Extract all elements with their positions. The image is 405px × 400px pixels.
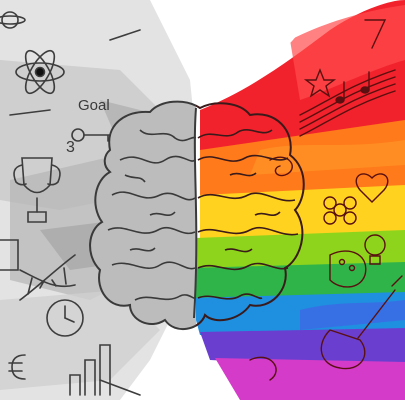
- heart-icon: [355, 173, 389, 203]
- palette-icon: [329, 250, 367, 288]
- star-icon: [303, 68, 337, 98]
- goal-label: Goal: [78, 97, 110, 114]
- clock-icon: [46, 299, 84, 337]
- trophy-icon: [13, 157, 61, 223]
- rainbow-watercolor: [190, 0, 405, 400]
- dna-icon: [19, 254, 76, 301]
- lightbulb-icon: [364, 234, 386, 265]
- book-icon: [0, 239, 19, 271]
- right-doodles: [249, 19, 403, 381]
- brain: [89, 100, 305, 330]
- number-label: 3: [66, 139, 75, 156]
- flower-icon: [323, 196, 357, 225]
- atom-icon: [15, 49, 65, 95]
- music-notes-icon: [299, 69, 396, 137]
- currency-icon: [8, 354, 26, 380]
- planet-icon: [0, 11, 26, 29]
- guitar-icon: [320, 275, 403, 370]
- bar-chart-icon: [69, 344, 111, 396]
